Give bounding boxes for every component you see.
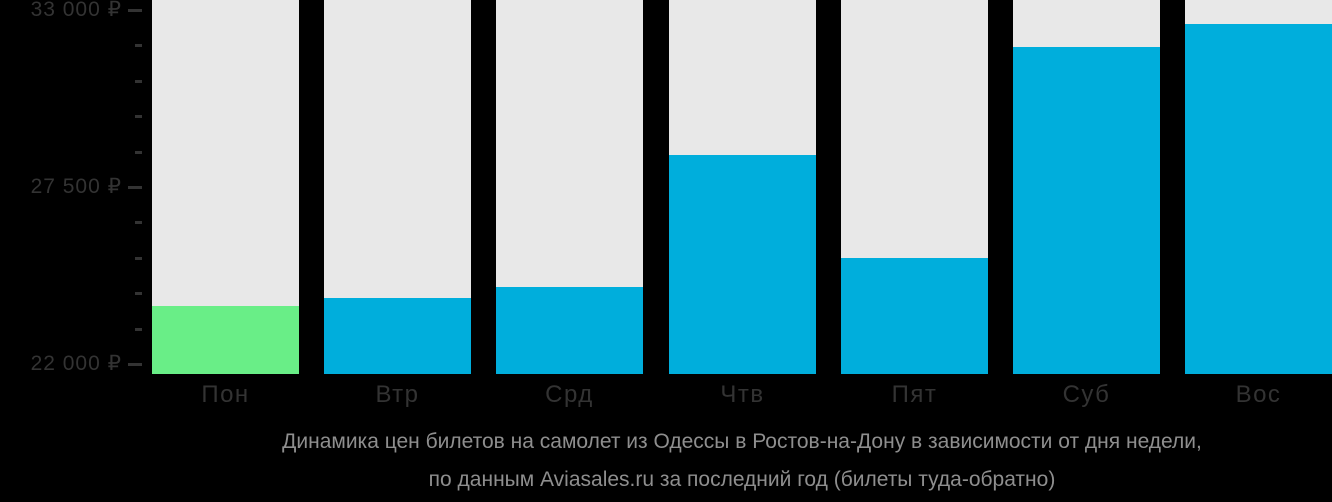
y-tick-label: 27 500 ₽ [30, 175, 122, 198]
bar-fri[interactable] [841, 257, 988, 374]
caption-line-1: Динамика цен билетов на самолет из Одесс… [282, 430, 1202, 453]
y-major-tick [128, 186, 142, 189]
y-tick-label: 22 000 ₽ [30, 352, 122, 375]
x-label-thu: Чтв [720, 381, 765, 408]
bar-sat[interactable] [1013, 46, 1160, 375]
x-label-mon: Пон [201, 381, 250, 408]
x-label-sun: Вос [1235, 381, 1282, 408]
y-minor-tick [135, 257, 142, 260]
y-minor-tick [135, 292, 142, 295]
y-minor-tick [135, 328, 142, 331]
y-major-tick [128, 9, 142, 12]
bar-tue[interactable] [324, 298, 471, 374]
x-label-sat: Суб [1062, 381, 1111, 408]
y-minor-tick [135, 151, 142, 154]
bar-thu[interactable] [669, 154, 816, 374]
y-tick-label: 33 000 ₽ [30, 0, 122, 21]
x-label-tue: Втр [375, 381, 420, 408]
bar-mon[interactable] [152, 306, 299, 374]
y-minor-tick [135, 221, 142, 224]
x-label-wed: Срд [545, 381, 594, 408]
plot-area: 33 000 ₽ 27 500 ₽ 22 000 ₽ Пон Втр Срд Чтв Пят… [30, 0, 1332, 408]
caption-line-2: по данным Aviasales.ru за последний год … [428, 468, 1056, 491]
y-major-tick [128, 363, 142, 366]
x-label-fri: Пят [891, 381, 938, 408]
chart-caption: Динамика цен билетов на самолет из Одесс… [152, 423, 1332, 499]
y-minor-tick [135, 44, 142, 47]
y-minor-tick [135, 115, 142, 118]
bar-sun[interactable] [1185, 24, 1332, 374]
y-minor-tick [135, 80, 142, 83]
bar-wed[interactable] [496, 286, 643, 374]
